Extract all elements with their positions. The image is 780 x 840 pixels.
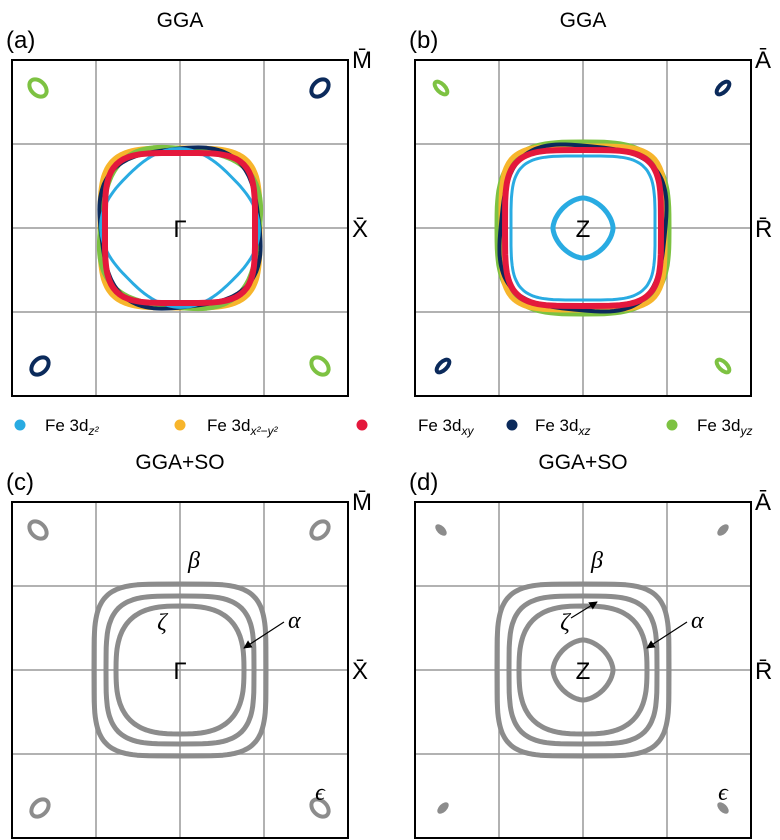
panel-title: GGA	[560, 9, 607, 32]
annotation: β	[187, 548, 200, 574]
legend-dot	[174, 419, 186, 431]
center-label: Γ	[173, 216, 186, 243]
pocket	[309, 519, 331, 541]
pocket	[714, 357, 732, 375]
fermi-contour	[113, 603, 247, 737]
side-label: R̄	[755, 216, 772, 243]
frame	[414, 59, 752, 397]
fermi-contour	[550, 637, 616, 703]
annotation: ζ	[560, 610, 572, 636]
center-label: Γ	[173, 658, 186, 685]
pocket	[437, 802, 449, 814]
center-label: Z	[576, 216, 591, 243]
legend-name: Fe 3d	[207, 416, 250, 435]
pocket	[434, 357, 452, 375]
pocket	[435, 524, 447, 536]
pocket	[27, 77, 49, 99]
pocket	[309, 77, 331, 99]
fermi-contour	[506, 593, 660, 747]
legend-label: Fe 3dz²	[45, 416, 99, 438]
panel: (a) GGA M̄ X̄ Γ	[6, 9, 372, 397]
panel: (d) GGA+SO Ā R̄ β ζ α ϵ Z	[409, 451, 772, 839]
fermi-contour	[103, 593, 257, 747]
annotation: ϵ	[718, 780, 729, 806]
corner-label: M̄	[352, 489, 372, 516]
legend-sub: z²	[87, 424, 99, 438]
panel-label: (d)	[409, 469, 438, 496]
legend-label: Fe 3dx²−y²	[207, 416, 278, 438]
legend-label: Fe 3dyz	[697, 416, 752, 438]
corner-label: M̄	[352, 47, 372, 74]
pocket	[29, 797, 51, 819]
pocket	[27, 519, 49, 541]
pocket	[29, 355, 51, 377]
legend-sub: x²−y²	[249, 424, 278, 438]
panel-label: (b)	[409, 27, 438, 54]
annotation: α	[288, 608, 301, 634]
legend-dot	[506, 419, 518, 431]
legend-label: Fe 3dxz	[535, 416, 590, 438]
frame	[414, 501, 752, 839]
pocket	[432, 79, 450, 97]
center-label: Z	[576, 658, 591, 685]
corner-label: Ā	[755, 47, 771, 74]
legend-name: Fe 3d	[45, 416, 88, 435]
annotation: ζ	[157, 610, 169, 636]
fermi-contour	[502, 147, 664, 309]
annotation: α	[691, 608, 704, 634]
corner-label: Ā	[755, 489, 771, 516]
pocket	[309, 797, 331, 819]
arrow	[243, 621, 285, 649]
fermi-contour	[516, 603, 650, 737]
fermi-contour	[550, 195, 616, 261]
fermi-contour	[509, 154, 657, 302]
legend-sub: xy	[460, 424, 474, 438]
arrow	[570, 601, 598, 619]
legend-name: Fe 3d	[535, 416, 578, 435]
side-label: R̄	[755, 658, 772, 685]
annotation: β	[590, 548, 603, 574]
legend-sub: yz	[739, 424, 752, 438]
legend-dot	[666, 419, 678, 431]
side-label: X̄	[352, 658, 368, 685]
pocket	[309, 355, 331, 377]
panel-title: GGA	[157, 9, 204, 32]
frame	[11, 59, 349, 397]
panel-title: GGA+SO	[135, 451, 224, 474]
pocket	[717, 524, 729, 536]
legend-label: Fe 3dxy	[418, 416, 474, 438]
fermi-contour	[102, 150, 258, 306]
legend-dot	[356, 419, 368, 431]
panel-label: (a)	[6, 27, 35, 54]
panel-label: (c)	[6, 469, 34, 496]
fermi-contour	[494, 581, 672, 759]
frame	[11, 501, 349, 839]
legend-sub: xz	[577, 424, 590, 438]
legend-dot	[14, 419, 26, 431]
panel-title: GGA+SO	[538, 451, 627, 474]
panel: (c) GGA+SO M̄ X̄ β ζ α ϵ Γ	[6, 451, 372, 839]
legend-name: Fe 3d	[697, 416, 740, 435]
fermi-contour	[91, 581, 269, 759]
legend-name: Fe 3d	[418, 416, 461, 435]
annotation: ϵ	[315, 780, 326, 806]
pocket	[717, 802, 729, 814]
side-label: X̄	[352, 216, 368, 243]
panel: (b) GGA Ā R̄ Z	[409, 9, 772, 397]
pocket	[714, 79, 732, 97]
arrow	[646, 621, 688, 649]
